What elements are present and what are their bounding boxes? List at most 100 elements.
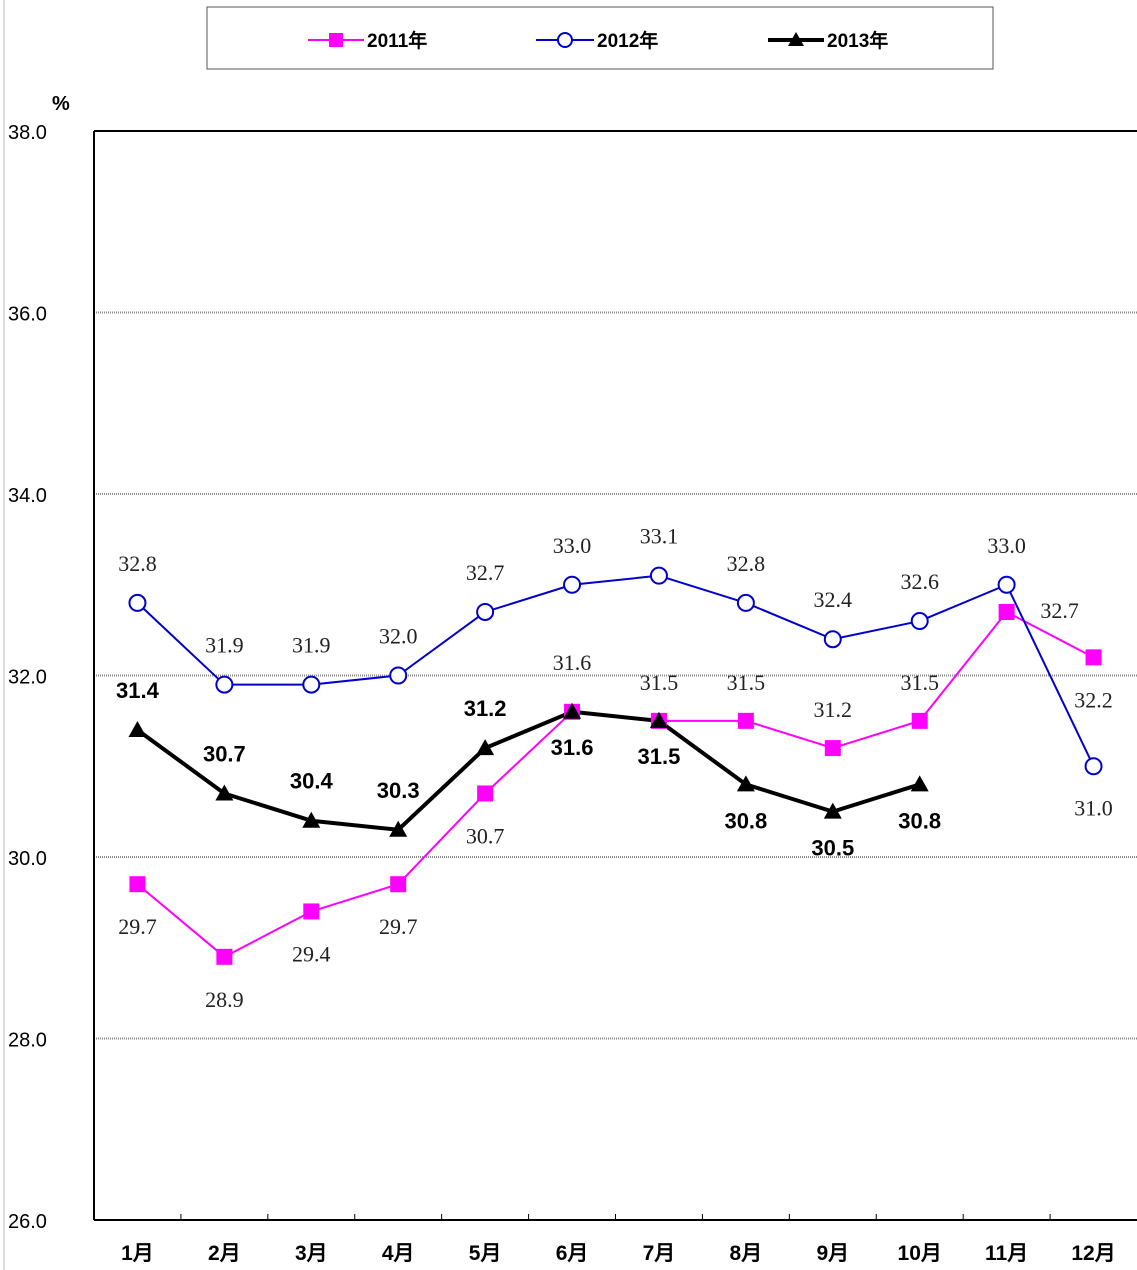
data-label-2: 31.5 — [638, 744, 681, 769]
data-label-0: 32.2 — [1074, 687, 1113, 712]
point-marker-1 — [649, 566, 668, 585]
point-marker-0 — [911, 712, 928, 729]
data-label-2: 30.3 — [377, 778, 420, 803]
data-label-1: 32.8 — [118, 551, 157, 576]
data-label-1: 32.8 — [727, 551, 766, 576]
legend-label-2012: 2012年 — [597, 29, 658, 52]
y-axis-unit-label: % — [52, 93, 70, 115]
data-label-1: 32.4 — [814, 587, 853, 612]
x-tick-label: 9月 — [816, 1242, 849, 1265]
y-tick-label: 34.0 — [8, 485, 47, 507]
point-marker-2 — [389, 820, 408, 837]
x-axis-ticks: 1月 2月 3月 4月 5月 6月 7月 8月 9月 10月 11月 12月 — [121, 1214, 1116, 1265]
point-marker-1 — [1084, 757, 1103, 776]
point-marker-1 — [215, 675, 234, 694]
legend-item-2012: 2012年 — [536, 29, 658, 52]
data-label-2: 30.5 — [811, 836, 854, 861]
y-tick-label: 30.0 — [8, 848, 47, 870]
data-label-1: 32.6 — [900, 569, 939, 594]
point-marker-1 — [476, 602, 495, 621]
point-marker-0 — [1085, 649, 1102, 666]
x-tick-label: 6月 — [556, 1242, 589, 1265]
point-marker-2 — [563, 702, 582, 719]
point-marker-1 — [910, 612, 929, 631]
data-label-0: 29.7 — [118, 914, 157, 939]
data-label-0: 31.5 — [900, 670, 939, 695]
data-label-2: 31.2 — [464, 696, 507, 721]
series-line-0 — [136, 610, 1095, 958]
point-marker-0 — [737, 712, 754, 729]
point-marker-1 — [736, 593, 755, 612]
legend-label-2013: 2013年 — [827, 29, 888, 52]
data-label-0: 30.7 — [466, 823, 505, 848]
x-tick-label: 3月 — [295, 1242, 328, 1265]
point-marker-0 — [477, 785, 494, 802]
data-labels: 29.7 28.9 29.4 29.7 30.7 31.6 31.5 31.5 31.2 31.5… — [116, 524, 1113, 1012]
data-label-0: 29.4 — [292, 941, 331, 966]
legend-item-2011: 2011年 — [308, 29, 427, 52]
data-label-0: 31.2 — [814, 697, 853, 722]
point-marker-1 — [128, 593, 147, 612]
data-label-1: 32.7 — [466, 560, 505, 585]
data-label-1: 31.0 — [1074, 795, 1113, 820]
data-label-1: 31.9 — [205, 633, 244, 658]
y-tick-label: 26.0 — [8, 1211, 47, 1233]
legend-item-2013: 2013年 — [768, 29, 888, 52]
data-label-1: 33.1 — [640, 524, 679, 549]
data-label-2: 30.8 — [724, 808, 767, 833]
gridlines — [94, 311, 1137, 1040]
y-tick-label: 36.0 — [8, 304, 47, 326]
data-label-2: 31.4 — [116, 678, 160, 703]
point-marker-0 — [390, 876, 407, 893]
point-marker-0 — [129, 876, 146, 893]
data-label-1: 33.0 — [987, 533, 1026, 558]
legend: 2011年 2012年 2013年 — [206, 6, 994, 70]
data-label-2: 31.6 — [551, 735, 594, 760]
point-marker-2 — [910, 775, 929, 792]
point-marker-2 — [823, 802, 842, 819]
x-tick-label: 8月 — [730, 1242, 763, 1265]
x-tick-label: 10月 — [898, 1242, 942, 1265]
series-line-2 — [136, 709, 921, 832]
x-tick-label: 1月 — [121, 1242, 154, 1265]
data-label-2: 30.7 — [203, 741, 246, 766]
point-marker-1 — [389, 666, 408, 685]
x-tick-label: 2月 — [208, 1242, 241, 1265]
point-marker-2 — [649, 711, 668, 728]
y-tick-label: 38.0 — [8, 122, 47, 144]
data-label-0: 31.5 — [727, 670, 766, 695]
data-label-0: 31.6 — [553, 650, 592, 675]
y-axis-ticks: 38.0 36.0 34.0 32.0 30.0 28.0 26.0 — [8, 122, 47, 1233]
point-marker-1 — [302, 675, 321, 694]
series-group — [128, 566, 1103, 965]
x-tick-label: 5月 — [469, 1242, 502, 1265]
point-marker-1 — [563, 575, 582, 594]
point-marker-0 — [824, 740, 841, 757]
data-label-2: 30.4 — [290, 769, 334, 794]
point-marker-0 — [998, 603, 1015, 620]
y-tick-label: 32.0 — [8, 667, 47, 689]
data-label-0: 29.7 — [379, 914, 418, 939]
data-label-0: 28.9 — [205, 987, 244, 1012]
point-marker-2 — [215, 784, 234, 801]
data-label-1: 33.0 — [553, 533, 592, 558]
point-marker-2 — [736, 775, 755, 792]
point-marker-0 — [216, 948, 233, 965]
legend-label-2011: 2011年 — [367, 29, 427, 52]
data-label-1: 32.0 — [379, 624, 418, 649]
series-line-1 — [136, 574, 1095, 767]
x-tick-label: 11月 — [985, 1242, 1028, 1265]
data-label-0: 31.5 — [640, 670, 679, 695]
point-marker-1 — [997, 575, 1016, 594]
legend-circle-marker-icon — [557, 32, 573, 48]
x-tick-label: 4月 — [382, 1242, 415, 1265]
x-tick-label: 7月 — [643, 1242, 676, 1265]
point-marker-2 — [302, 811, 321, 828]
point-marker-2 — [128, 720, 147, 737]
data-label-0: 32.7 — [1040, 598, 1079, 623]
legend-square-marker-icon — [329, 33, 343, 47]
data-label-2: 30.8 — [898, 808, 941, 833]
point-marker-1 — [823, 630, 842, 649]
point-marker-2 — [476, 739, 495, 756]
